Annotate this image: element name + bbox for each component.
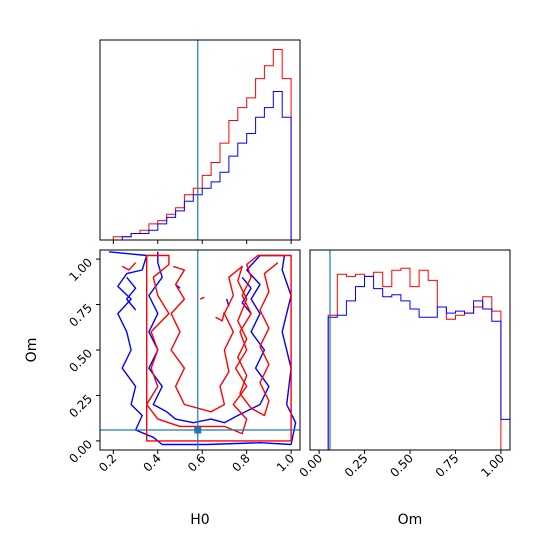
red-contour-2 <box>121 262 137 271</box>
x-axis-label-om: Om <box>398 512 423 528</box>
series-blue-h0-hist <box>113 91 292 240</box>
y-tick-label: 1.00 <box>66 255 95 284</box>
blue-contour-2 <box>241 276 252 315</box>
x-axis-label-h0: H0 <box>190 512 209 528</box>
x-tick-label: 0.6 <box>185 451 208 474</box>
histogram-om-panel: 0.00 0.25 0.50 0.75 1.00 <box>296 249 511 480</box>
blue-contour-0 <box>108 251 297 446</box>
red-contour-3 <box>215 311 226 322</box>
series-blue-om-hist <box>310 275 510 450</box>
series-red-om-hist <box>310 267 510 450</box>
y-tick-label: 0.75 <box>66 301 95 330</box>
x-tick-label: 1.00 <box>478 451 507 480</box>
x-tick-label: 0.00 <box>296 451 325 480</box>
y-axis-label-om: Om <box>24 338 40 363</box>
x-tick-label: 0.50 <box>387 451 416 480</box>
series-red-h0-hist <box>112 49 292 240</box>
red-contour-4 <box>199 296 205 300</box>
x-tick-label: 0.4 <box>140 451 163 474</box>
y-tick-label: 0.50 <box>66 346 95 375</box>
y-tick-label: 0.25 <box>66 392 95 421</box>
x-tick-label: 0.75 <box>433 451 462 480</box>
x-tick-label: 1.0 <box>274 451 297 474</box>
histogram-h0-frame <box>99 39 301 241</box>
red-contour-0 <box>145 254 292 442</box>
x-tick-label: 0.8 <box>229 451 252 474</box>
histogram-h0-panel <box>99 39 301 244</box>
histogram-h0-plot-area <box>112 40 292 240</box>
contour-frame <box>99 249 301 451</box>
x-tick-label: 0.2 <box>96 451 119 474</box>
y-tick-label: 0.00 <box>66 437 95 466</box>
contour-h0-om-panel: 0.2 0.4 0.6 0.8 1.0 0.00 0.25 0.50 0.75 1.00 <box>66 249 301 475</box>
blue-contour-1 <box>125 276 137 311</box>
red-contour-1 <box>170 262 279 417</box>
histogram-om-plot-area <box>310 250 510 450</box>
truth-marker <box>194 426 202 434</box>
contour-plot-area <box>100 250 300 450</box>
x-tick-label: 0.25 <box>342 451 371 480</box>
